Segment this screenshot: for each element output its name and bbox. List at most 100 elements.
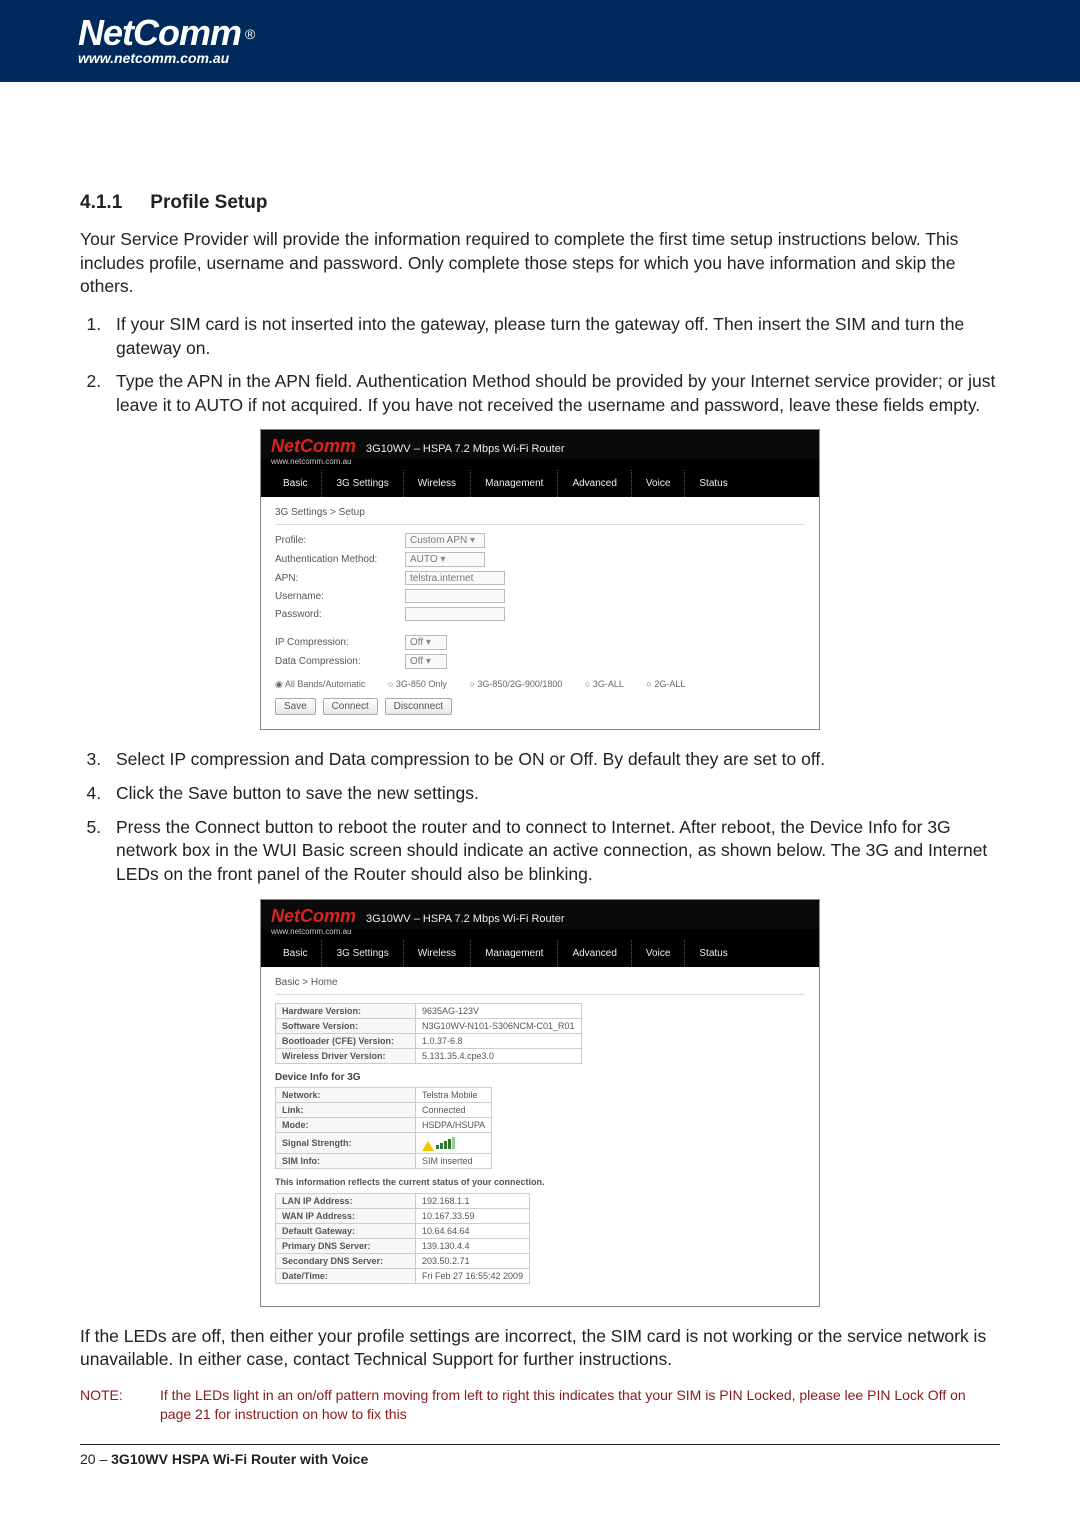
gw-label: Default Gateway:	[276, 1223, 416, 1238]
device-info-table: Network:Telstra Mobile Link:Connected Mo…	[275, 1087, 492, 1169]
password-input[interactable]	[405, 607, 505, 621]
ss2-tab-status[interactable]: Status	[684, 940, 741, 967]
logo-area: NetComm® www.netcomm.com.au	[78, 12, 255, 66]
ss2-tab-3g-settings[interactable]: 3G Settings	[321, 940, 402, 967]
auth-label: Authentication Method:	[275, 554, 405, 565]
hw-label: Hardware Version:	[276, 1003, 416, 1018]
link-value: Connected	[416, 1102, 492, 1117]
step-1: If your SIM card is not inserted into th…	[106, 313, 1000, 360]
section-title: Profile Setup	[150, 192, 267, 213]
device-info-heading: Device Info for 3G	[275, 1072, 805, 1083]
ss-logo-url: www.netcomm.com.au	[261, 457, 819, 470]
section-number: 4.1.1	[80, 192, 122, 213]
status-note: This information reflects the current st…	[275, 1177, 805, 1187]
screenshot-3g-settings: NetComm 3G10WV – HSPA 7.2 Mbps Wi-Fi Rou…	[260, 429, 820, 730]
band-radio-group: ◉ All Bands/Automatic ○ 3G-850 Only ○ 3G…	[275, 679, 805, 690]
network-value: Telstra Mobile	[416, 1087, 492, 1102]
registered-mark: ®	[245, 26, 255, 42]
profile-label: Profile:	[275, 535, 405, 546]
sdns-value: 203.50.2.71	[416, 1253, 530, 1268]
ss2-tab-advanced[interactable]: Advanced	[557, 940, 630, 967]
tab-3g-settings[interactable]: 3G Settings	[321, 470, 402, 497]
footer-rule: 20 – 3G10WV HSPA Wi-Fi Router with Voice	[80, 1444, 1000, 1469]
footer-page: 20 –	[80, 1451, 111, 1467]
signal-bars-icon	[436, 1135, 455, 1149]
section-heading: 4.1.1 Profile Setup	[80, 192, 1000, 214]
hw-value: 9635AG-123V	[416, 1003, 582, 1018]
sw-value: N3G10WV-N101-S306NCM-C01_R01	[416, 1018, 582, 1033]
ss2-tab-wireless[interactable]: Wireless	[403, 940, 470, 967]
ss2-router-title: 3G10WV – HSPA 7.2 Mbps Wi-Fi Router	[366, 913, 564, 925]
ss-router-title: 3G10WV – HSPA 7.2 Mbps Wi-Fi Router	[366, 443, 564, 455]
note-text: If the LEDs light in an on/off pattern m…	[160, 1386, 1000, 1424]
connection-table: LAN IP Address:192.168.1.1 WAN IP Addres…	[275, 1193, 530, 1284]
tab-management[interactable]: Management	[470, 470, 557, 497]
brand-logo: NetComm	[78, 12, 241, 53]
link-label: Link:	[276, 1102, 416, 1117]
brand-url: www.netcomm.com.au	[78, 50, 255, 66]
footer-product: 3G10WV HSPA Wi-Fi Router with Voice	[111, 1451, 368, 1467]
tab-wireless[interactable]: Wireless	[403, 470, 470, 497]
signal-triangle-icon	[422, 1141, 434, 1151]
dt-value: Fri Feb 27 16:55:42 2009	[416, 1268, 530, 1283]
ss2-tab-basic[interactable]: Basic	[269, 940, 321, 967]
pdns-value: 139.130.4.4	[416, 1238, 530, 1253]
button-row: Save Connect Disconnect	[275, 698, 805, 715]
wdrv-value: 5.131.35.4.cpe3.0	[416, 1048, 582, 1063]
ss2-tabs: Basic 3G Settings Wireless Management Ad…	[261, 940, 819, 967]
ss2-logo-url: www.netcomm.com.au	[261, 927, 819, 940]
sim-value: SIM inserted	[416, 1153, 492, 1168]
gw-value: 10.64.64.64	[416, 1223, 530, 1238]
signal-value	[416, 1132, 492, 1153]
ss2-logo: NetComm	[271, 906, 356, 927]
ss2-tab-voice[interactable]: Voice	[631, 940, 684, 967]
radio-all-bands[interactable]: ◉ All Bands/Automatic	[275, 679, 375, 689]
wan-value: 10.167.33.59	[416, 1208, 530, 1223]
save-button[interactable]: Save	[275, 698, 316, 715]
note-label: NOTE:	[80, 1386, 160, 1424]
screenshot-basic-home: NetComm 3G10WV – HSPA 7.2 Mbps Wi-Fi Rou…	[260, 899, 820, 1307]
page-content: 4.1.1 Profile Setup Your Service Provider…	[0, 82, 1080, 1469]
after-paragraph: If the LEDs are off, then either your pr…	[80, 1325, 1000, 1372]
pdns-label: Primary DNS Server:	[276, 1238, 416, 1253]
radio-3g-850-2g[interactable]: ○ 3G-850/2G-900/1800	[469, 679, 572, 689]
auth-select[interactable]: AUTO	[405, 552, 485, 567]
ss-logo: NetComm	[271, 436, 356, 457]
version-table: Hardware Version:9635AG-123V Software Ve…	[275, 1003, 582, 1064]
apn-input[interactable]: telstra.internet	[405, 571, 505, 585]
step-4: Click the Save button to save the new se…	[106, 782, 1000, 806]
step-3: Select IP compression and Data compressi…	[106, 748, 1000, 772]
password-label: Password:	[275, 609, 405, 620]
tab-advanced[interactable]: Advanced	[557, 470, 630, 497]
connect-button[interactable]: Connect	[323, 698, 378, 715]
signal-label: Signal Strength:	[276, 1132, 416, 1153]
breadcrumb: 3G Settings > Setup	[275, 507, 805, 525]
tab-basic[interactable]: Basic	[269, 470, 321, 497]
tab-status[interactable]: Status	[684, 470, 741, 497]
radio-3g-850[interactable]: ○ 3G-850 Only	[388, 679, 457, 689]
boot-label: Bootloader (CFE) Version:	[276, 1033, 416, 1048]
profile-select[interactable]: Custom APN	[405, 533, 485, 548]
ss-tabs: Basic 3G Settings Wireless Management Ad…	[261, 470, 819, 497]
disconnect-button[interactable]: Disconnect	[385, 698, 452, 715]
radio-2g-all[interactable]: ○ 2G-ALL	[646, 679, 695, 689]
ss2-breadcrumb: Basic > Home	[275, 977, 805, 995]
intro-paragraph: Your Service Provider will provide the i…	[80, 228, 1000, 299]
username-input[interactable]	[405, 589, 505, 603]
tab-voice[interactable]: Voice	[631, 470, 684, 497]
wan-label: WAN IP Address:	[276, 1208, 416, 1223]
ss2-tab-management[interactable]: Management	[470, 940, 557, 967]
dt-label: Date/Time:	[276, 1268, 416, 1283]
ss-body: 3G Settings > Setup Profile:Custom APN A…	[261, 497, 819, 729]
radio-3g-all[interactable]: ○ 3G-ALL	[585, 679, 634, 689]
mode-value: HSDPA/HSUPA	[416, 1117, 492, 1132]
datacomp-label: Data Compression:	[275, 656, 405, 667]
mode-label: Mode:	[276, 1117, 416, 1132]
step-5: Press the Connect button to reboot the r…	[106, 816, 1000, 887]
datacomp-select[interactable]: Off	[405, 654, 447, 669]
ss-header: NetComm 3G10WV – HSPA 7.2 Mbps Wi-Fi Rou…	[261, 430, 819, 459]
boot-value: 1.0.37-6.8	[416, 1033, 582, 1048]
steps-list-b: Select IP compression and Data compressi…	[80, 748, 1000, 886]
wdrv-label: Wireless Driver Version:	[276, 1048, 416, 1063]
ipcomp-select[interactable]: Off	[405, 635, 447, 650]
